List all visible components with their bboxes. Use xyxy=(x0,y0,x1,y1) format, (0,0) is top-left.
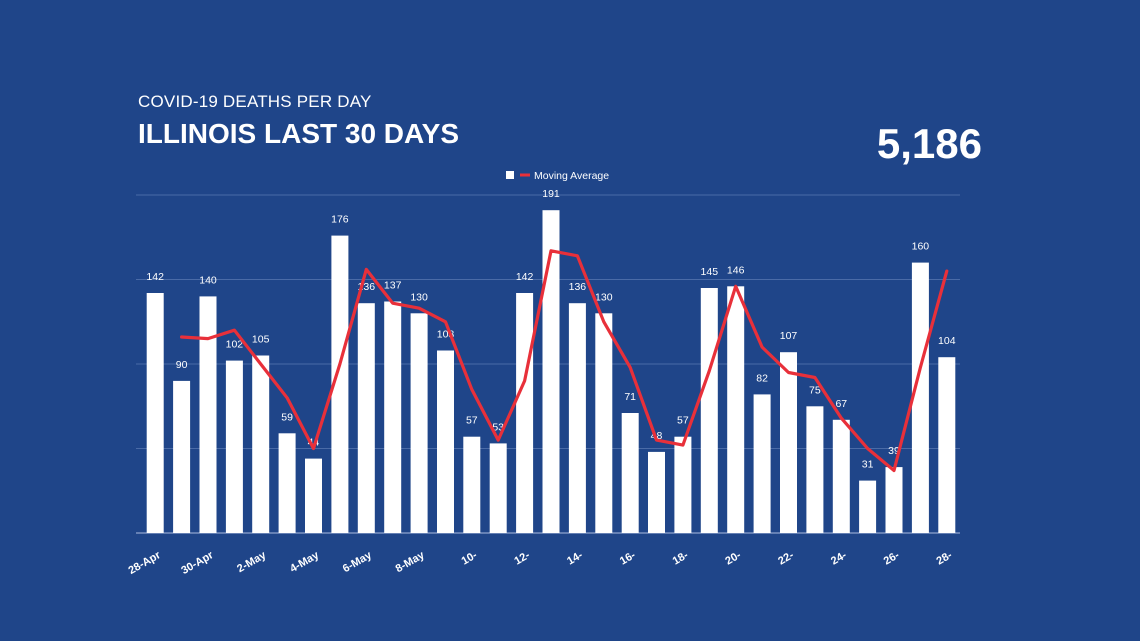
bar-data-label: 90 xyxy=(176,359,188,371)
bar xyxy=(146,293,164,533)
bar xyxy=(674,436,692,533)
bar-data-label: 146 xyxy=(727,264,745,276)
bar xyxy=(410,313,428,533)
bar-data-label: 142 xyxy=(516,271,534,283)
bar-data-label: 160 xyxy=(912,241,930,253)
bar-data-label: 102 xyxy=(226,339,244,351)
bar-data-label: 105 xyxy=(252,334,270,346)
bar xyxy=(516,293,534,533)
x-tick-label: 14- xyxy=(565,549,585,568)
bar xyxy=(885,467,903,533)
bar xyxy=(568,303,586,533)
bar-data-label: 75 xyxy=(809,384,821,396)
x-tick-label: 28-Apr xyxy=(127,549,164,577)
bar xyxy=(727,286,745,533)
bar xyxy=(621,413,639,533)
bar-data-label: 176 xyxy=(331,214,349,226)
bar-data-label: 142 xyxy=(146,271,164,283)
bar-data-label: 104 xyxy=(938,335,956,347)
bar xyxy=(542,210,560,533)
bar-data-label: 57 xyxy=(677,415,689,427)
bar xyxy=(911,262,929,533)
bar xyxy=(173,380,191,533)
bar xyxy=(832,419,850,533)
bar xyxy=(859,480,877,533)
bar xyxy=(305,458,322,533)
legend-bar-swatch xyxy=(506,171,514,179)
x-tick-label: 24- xyxy=(829,549,849,568)
bar-data-label: 53 xyxy=(492,421,504,433)
bar-data-label: 191 xyxy=(542,188,560,200)
bar xyxy=(700,288,718,533)
x-tick-label: 28- xyxy=(935,549,955,568)
bar xyxy=(648,451,665,533)
x-tick-label: 6-May xyxy=(341,549,375,575)
moving-average-series xyxy=(180,249,949,473)
chart-subtitle: COVID-19 DEATHS PER DAY xyxy=(138,92,372,111)
bar xyxy=(780,352,797,533)
x-tick-label: 4-May xyxy=(288,549,322,575)
x-tick-label: 26- xyxy=(882,549,902,568)
bar xyxy=(489,443,507,533)
bar xyxy=(384,301,402,533)
bar xyxy=(753,394,771,533)
x-tick-label: 2-May xyxy=(235,549,269,575)
bar xyxy=(437,350,454,533)
bar xyxy=(595,313,613,533)
bar-data-label: 107 xyxy=(780,330,798,342)
bar-data-label: 136 xyxy=(569,281,587,293)
bar-data-label: 82 xyxy=(756,372,768,384)
x-axis-tick-labels: 28-Apr 30-Apr 2-May 4-May 6-May 8-May 10- 12- 14… xyxy=(127,549,955,577)
moving-average-line xyxy=(180,249,949,473)
bar xyxy=(357,303,375,533)
bar xyxy=(278,433,296,533)
bar-data-label: 137 xyxy=(384,280,402,292)
bar xyxy=(938,357,956,533)
bar-data-label: 57 xyxy=(466,415,478,427)
x-tick-label: 10- xyxy=(460,549,480,568)
total-deaths-value: 5,186 xyxy=(876,120,982,167)
x-tick-label: 20- xyxy=(723,549,743,568)
x-tick-label: 16- xyxy=(618,549,638,568)
bar xyxy=(252,355,270,533)
chart-title: ILLINOIS LAST 30 DAYS xyxy=(138,118,460,149)
legend-label-moving-average: Moving Average xyxy=(534,170,609,182)
bar xyxy=(225,360,243,533)
legend: Moving Average xyxy=(506,170,609,182)
bar-data-label: 145 xyxy=(701,266,719,278)
bar xyxy=(331,235,349,533)
bar-data-label: 140 xyxy=(199,274,217,286)
bar-data-label: 44 xyxy=(308,437,320,449)
bar-data-label: 39 xyxy=(888,445,900,457)
bar-data-label: 71 xyxy=(624,391,636,403)
bar xyxy=(806,406,824,534)
bar-data-label: 130 xyxy=(595,291,613,303)
x-tick-label: 30-Apr xyxy=(179,549,216,577)
x-tick-label: 18- xyxy=(671,549,691,568)
bar xyxy=(199,296,217,533)
x-tick-label: 8-May xyxy=(394,549,428,575)
bar-series xyxy=(146,210,956,534)
bar xyxy=(463,436,481,533)
x-tick-label: 22- xyxy=(776,549,796,568)
bar-data-label: 31 xyxy=(862,459,874,471)
bar-data-label: 59 xyxy=(281,411,293,423)
x-tick-label: 12- xyxy=(512,549,532,568)
bar-data-label: 130 xyxy=(410,291,428,303)
bar-data-label: 67 xyxy=(835,398,847,410)
